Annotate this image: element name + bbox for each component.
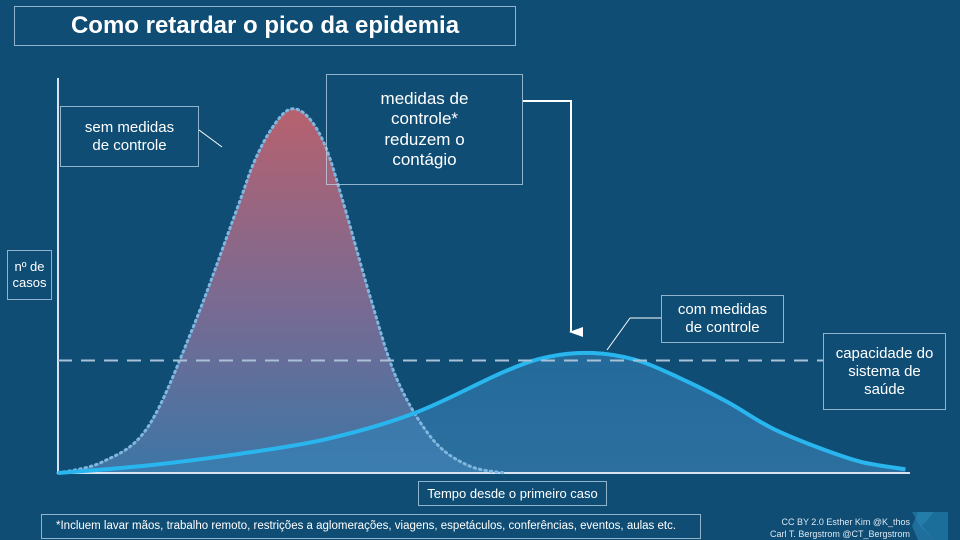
control-measures-line-2: controle* (390, 109, 459, 129)
uncontrolled-curve-area (58, 108, 504, 473)
page-title: Como retardar o pico da epidemia (14, 6, 516, 46)
controlled-label-line-2: de controle (685, 319, 760, 336)
control-measures-box: medidas de controle* reduzem o contágio (326, 74, 523, 185)
controlled-curve-area (58, 352, 906, 473)
control-measures-line-4: contágio (392, 149, 457, 169)
uncontrolled-label-line-1: sem medidas (84, 118, 175, 136)
capacity-label-line-1: capacidade do (835, 344, 934, 362)
credit: CC BY 2.0 Esther Kim @K_thos Carl T. Ber… (752, 516, 910, 540)
controlled-curve-line (57, 350, 906, 475)
controlled-label-box: com medidas de controle (661, 295, 784, 343)
controlled-label-line-1: com medidas (677, 301, 768, 318)
credit-line-1: CC BY 2.0 Esther Kim @K_thos (781, 517, 910, 527)
footnote: *Incluem lavar mãos, trabalho remoto, re… (41, 514, 701, 539)
sem-medidas-leader (198, 129, 223, 148)
control-measures-line-3: reduzem o (384, 129, 465, 149)
y-axis-label-line-1: nº de (14, 259, 45, 275)
capacity-label-box: capacidade do sistema de saúde (823, 333, 946, 410)
capacity-label-line-2: sistema de (848, 362, 921, 380)
control-arrow (523, 100, 583, 337)
control-measures-line-1: medidas de (380, 88, 469, 108)
logo-icon (912, 512, 948, 540)
capacity-label-line-3: saúde (864, 380, 905, 398)
uncontrolled-label-box: sem medidas de controle (60, 106, 199, 167)
uncontrolled-curve-line (56, 107, 506, 475)
y-axis-label-line-2: casos (12, 275, 47, 290)
x-axis-label: Tempo desde o primeiro caso (418, 481, 607, 506)
y-axis-label: nº de casos (7, 250, 52, 300)
com-medidas-leader-diag (606, 317, 631, 351)
credit-line-2: Carl T. Bergstrom @CT_Bergstrom (769, 529, 910, 539)
uncontrolled-label-line-2: de controle (92, 136, 167, 154)
